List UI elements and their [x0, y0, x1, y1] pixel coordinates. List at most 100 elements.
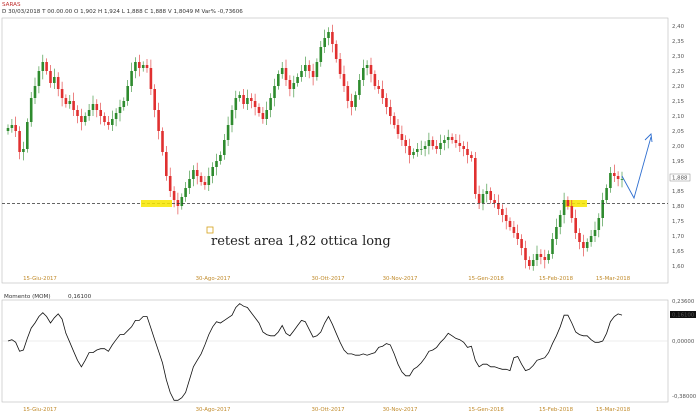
momentum-last-box: [670, 311, 696, 318]
candle-body: [10, 125, 14, 128]
price-x-tick: 15-Giu-2017: [23, 276, 57, 282]
candle-body: [242, 95, 245, 104]
support-highlight-left: [141, 200, 172, 207]
candle-body: [18, 131, 21, 152]
candle-body: [474, 158, 477, 194]
price-y-tick: 2,10: [672, 114, 685, 120]
candle-body: [338, 59, 342, 74]
price-y-tick: 2,05: [672, 129, 684, 135]
candle-body: [68, 101, 72, 104]
candle-body: [319, 47, 323, 62]
candle-body: [358, 80, 361, 95]
candle-body: [501, 209, 504, 215]
candle-body: [37, 71, 41, 86]
price-y-tick: 2,00: [672, 144, 685, 150]
price-y-tick: 2,40: [672, 24, 685, 30]
momentum-x-axis: 15-Giu-2017 30-Ago-2017 30-Ott-2017 30-Nov-…: [23, 407, 631, 413]
candle-body: [315, 62, 319, 77]
price-y-tick: 1,65: [672, 249, 684, 255]
candle-body: [593, 230, 597, 236]
price-x-tick: 30-Ago-2017: [196, 276, 231, 282]
candle-body: [435, 146, 438, 149]
candle-body: [118, 107, 122, 113]
candle-body: [535, 254, 539, 260]
candle-body: [14, 125, 17, 131]
candle-body: [346, 86, 350, 101]
candle-body: [543, 257, 547, 260]
momentum-x-tick: 15-Gen-2018: [468, 407, 504, 413]
price-y-tick: 2,15: [672, 99, 684, 105]
candle-body: [400, 134, 404, 140]
candle-body: [277, 74, 280, 86]
candle-body: [95, 104, 99, 110]
candle-body: [450, 137, 454, 140]
candle-body: [574, 218, 577, 233]
candle-body: [570, 206, 574, 218]
candle-body: [192, 170, 195, 179]
candle-body: [477, 194, 481, 203]
candle-body: [381, 89, 384, 98]
candle-body: [470, 155, 473, 158]
candle-body: [122, 101, 126, 107]
candle-body: [385, 98, 388, 107]
candle-body: [504, 215, 508, 221]
candle-body: [45, 62, 48, 71]
price-x-tick: 30-Ott-2017: [311, 276, 344, 282]
candle-body: [404, 140, 407, 146]
price-y-tick: 2,25: [672, 69, 684, 75]
candle-body: [219, 155, 222, 161]
momentum-line: [7, 303, 623, 401]
candle-body: [616, 176, 620, 179]
candle-body: [22, 149, 25, 152]
candle-body: [613, 173, 616, 176]
candle-body: [520, 239, 523, 248]
candle-body: [284, 68, 288, 80]
candle-body: [323, 38, 326, 47]
momentum-value: 0,16100: [68, 294, 92, 300]
candle-body: [419, 149, 423, 150]
candle-body: [508, 221, 512, 227]
candle-body: [180, 197, 184, 206]
candle-body: [273, 86, 276, 98]
candle-body: [485, 191, 489, 194]
price-y-tick: 1,80: [672, 204, 685, 210]
momentum-x-tick: 30-Ott-2017: [311, 407, 344, 413]
candle-body: [141, 65, 145, 68]
candle-body: [373, 74, 377, 86]
candle-body: [601, 200, 604, 218]
candle-body: [365, 65, 369, 68]
candle-body: [412, 152, 415, 155]
candle-body: [26, 122, 29, 149]
candle-body: [605, 188, 608, 200]
candle-body: [203, 182, 207, 185]
candle-body: [466, 149, 469, 155]
price-y-tick: 1,75: [672, 219, 684, 225]
candle-body: [157, 110, 160, 131]
candle-body: [176, 200, 180, 206]
candle-body: [265, 110, 268, 119]
candle-body: [354, 95, 357, 107]
candle-body: [462, 146, 465, 149]
price-y-tick: 1,85: [672, 189, 684, 195]
momentum-last-label: 0,16100: [672, 313, 695, 319]
candle-body: [547, 254, 550, 260]
candle-body: [72, 101, 75, 110]
candle-body: [91, 104, 95, 110]
candle-body: [238, 95, 241, 98]
candle-body: [307, 65, 311, 71]
candle-body: [304, 65, 307, 71]
candle-body: [60, 89, 64, 98]
candle-body: [280, 68, 284, 74]
candle-body: [334, 44, 338, 59]
momentum-tick-bottom: -0,38000: [672, 394, 697, 400]
candle-body: [87, 110, 91, 116]
candle-body: [153, 89, 156, 110]
candle-body: [423, 146, 427, 149]
candle-body: [64, 98, 68, 104]
price-y-tick: 1,60: [672, 264, 685, 270]
candle-body: [172, 191, 176, 200]
candle-body: [620, 179, 624, 180]
candle-body: [126, 86, 129, 101]
candlestick-overlay: [141, 59, 589, 257]
